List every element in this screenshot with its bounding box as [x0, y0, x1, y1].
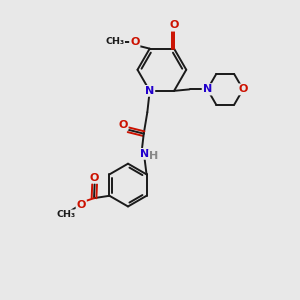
Text: O: O — [169, 20, 179, 31]
Text: O: O — [90, 172, 99, 183]
Text: CH₃: CH₃ — [56, 210, 76, 219]
Text: O: O — [76, 200, 86, 210]
Text: O: O — [118, 120, 128, 130]
Text: N: N — [145, 86, 154, 96]
Text: N: N — [203, 84, 212, 94]
Text: N: N — [203, 84, 212, 94]
Text: CH₃: CH₃ — [105, 37, 124, 46]
Text: O: O — [130, 37, 140, 46]
Text: H: H — [149, 151, 158, 161]
Text: O: O — [238, 84, 248, 94]
Text: N: N — [140, 149, 149, 159]
